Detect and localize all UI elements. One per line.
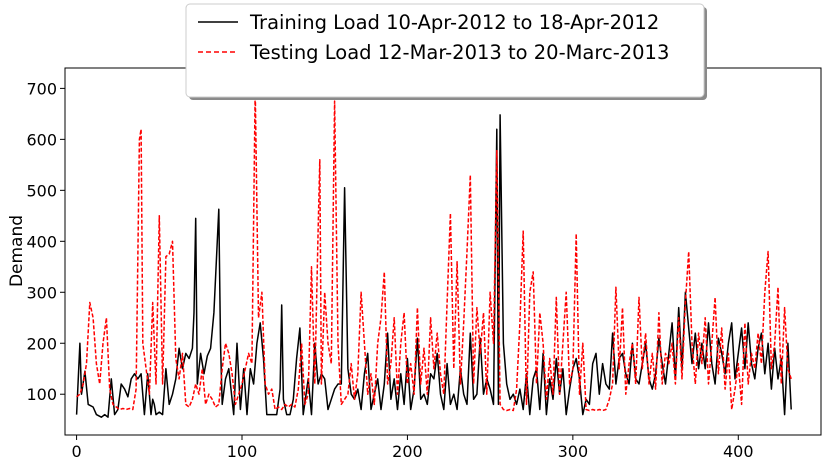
y-tick-label: 400	[26, 232, 57, 251]
series-line-testing	[76, 87, 792, 412]
legend-label-training: Training Load 10-Apr-2012 to 18-Apr-2012	[249, 11, 659, 34]
x-axis-ticks: 0 100 200 300 400	[71, 435, 754, 461]
y-tick-label: 600	[26, 130, 57, 149]
x-tick-label: 300	[558, 442, 589, 461]
x-tick-label: 0	[71, 442, 81, 461]
y-tick-label: 100	[26, 385, 57, 404]
y-tick-label: 200	[26, 334, 57, 353]
x-tick-label: 200	[392, 442, 423, 461]
y-axis-ticks: 100 200 300 400 500 600 700	[26, 79, 65, 404]
legend-box	[185, 3, 705, 98]
legend: Training Load 10-Apr-2012 to 18-Apr-2012…	[185, 3, 707, 100]
y-tick-label: 700	[26, 79, 57, 98]
legend-label-testing: Testing Load 12-Mar-2013 to 20-Marc-2013	[249, 41, 669, 64]
y-axis-label: Demand	[7, 215, 27, 287]
y-tick-label: 300	[26, 283, 57, 302]
y-tick-label: 500	[26, 181, 57, 200]
series-layer	[75, 87, 792, 418]
x-tick-label: 100	[227, 442, 258, 461]
series-line-training	[75, 114, 792, 418]
x-tick-label: 400	[723, 442, 754, 461]
